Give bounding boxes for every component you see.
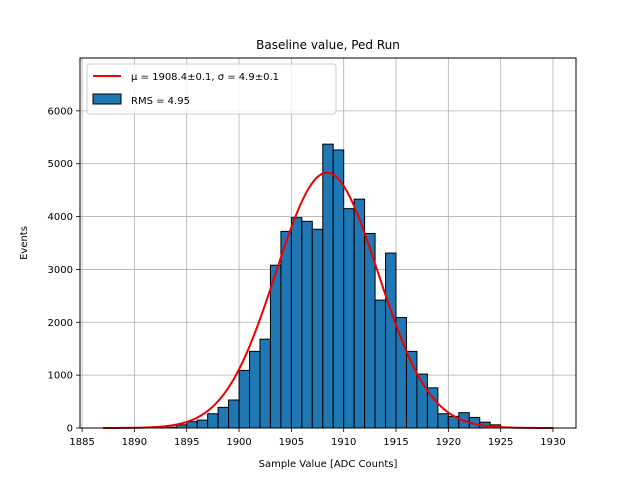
histogram-bar xyxy=(186,421,198,429)
legend-box xyxy=(86,63,337,115)
x-tick-label: 1925 xyxy=(488,437,513,448)
histogram-bar xyxy=(217,406,230,429)
y-tick-label: 3000 xyxy=(48,265,73,276)
x-axis-label: Sample Value [ADC Counts] xyxy=(259,459,398,470)
histogram-bar xyxy=(290,217,303,429)
histogram-bar xyxy=(364,232,376,429)
histogram-bar xyxy=(259,338,271,429)
x-tick-label: 1930 xyxy=(540,437,565,448)
y-tick-label: 6000 xyxy=(48,106,73,117)
x-tick-label: 1915 xyxy=(383,437,408,448)
histogram-bar xyxy=(311,228,324,429)
histogram-bar xyxy=(322,143,334,429)
y-tick-label: 4000 xyxy=(48,212,73,223)
legend: μ = 1908.4±0.1, σ = 4.9±0.1 RMS = 4.95 xyxy=(86,63,337,115)
x-tick-label: 1900 xyxy=(226,437,251,448)
x-tick-label: 1885 xyxy=(69,437,94,448)
histogram-bar xyxy=(301,220,313,429)
x-tick-label: 1920 xyxy=(436,437,461,448)
histogram-bar xyxy=(196,419,209,429)
plot-frame xyxy=(79,57,577,429)
y-tick-label: 2000 xyxy=(48,318,73,329)
legend-fit-label: μ = 1908.4±0.1, σ = 4.9±0.1 xyxy=(131,72,279,83)
histogram-bar xyxy=(228,399,240,429)
legend-hist-label: RMS = 4.95 xyxy=(131,96,190,107)
histogram-bar xyxy=(385,252,397,429)
chart-title: Baseline value, Ped Run xyxy=(256,38,400,52)
y-tick-label: 1000 xyxy=(48,371,73,382)
histogram-bar xyxy=(353,198,366,429)
histogram-bars xyxy=(165,143,512,429)
histogram-bar xyxy=(280,230,292,429)
histogram-bar xyxy=(343,208,355,429)
x-tick-label: 1890 xyxy=(122,437,147,448)
y-tick-label: 5000 xyxy=(48,159,73,170)
x-tick-label: 1910 xyxy=(331,437,356,448)
gaussian-fit-curve xyxy=(103,171,553,429)
histogram-bar xyxy=(238,369,251,429)
histogram-bar xyxy=(269,264,282,429)
x-axis-ticks: 1885 1890 1895 1900 1905 1910 1915 1920 1925 1930 xyxy=(69,428,566,448)
y-axis-ticks: 0 1000 2000 3000 4000 5000 6000 xyxy=(48,106,80,435)
y-axis-label: Events xyxy=(19,226,30,260)
histogram-bar xyxy=(249,350,261,429)
x-tick-label: 1905 xyxy=(279,437,304,448)
histogram-bar xyxy=(374,299,387,429)
histogram-bar xyxy=(437,413,449,429)
x-tick-label: 1895 xyxy=(174,437,199,448)
legend-hist-swatch xyxy=(92,93,122,105)
histogram-bar xyxy=(332,149,345,429)
histogram-bar xyxy=(395,317,407,429)
histogram-bar xyxy=(207,413,219,429)
y-tick-label: 0 xyxy=(67,424,73,435)
